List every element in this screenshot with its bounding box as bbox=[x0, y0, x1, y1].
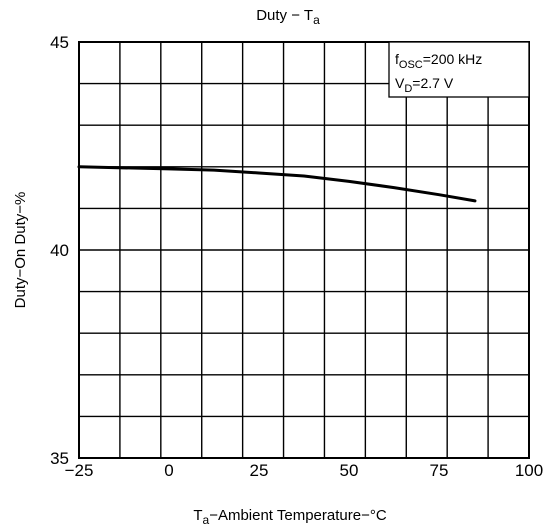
annotation-osc-value: =200 kHz bbox=[423, 51, 483, 67]
x-axis-label: Ta−Ambient Temperature−°C bbox=[193, 507, 387, 527]
annotation-vd-value: =2.7 V bbox=[412, 75, 454, 91]
x-tick-label: −25 bbox=[65, 461, 94, 480]
annotation-supply-voltage: VD=2.7 V bbox=[395, 75, 454, 95]
plot-frame bbox=[78, 41, 530, 459]
x-tick-label: 100 bbox=[515, 461, 543, 480]
annotation-vd-sub: D bbox=[404, 83, 412, 95]
chart-title: Duty − Ta bbox=[256, 7, 320, 27]
y-axis-label: Duty−On Duty−% bbox=[12, 192, 29, 309]
annotation-osc-frequency: fOSC=200 kHz bbox=[395, 51, 482, 71]
annotation-osc-sub: OSC bbox=[399, 59, 423, 71]
annotation-box: fOSC=200 kHz VD=2.7 V bbox=[388, 41, 530, 98]
title-main: Duty bbox=[256, 7, 287, 24]
series-line bbox=[77, 165, 477, 203]
x-label-text: −Ambient Temperature−°C bbox=[209, 507, 387, 524]
annotation-osc-var: f bbox=[395, 51, 399, 67]
x-tick-label: 25 bbox=[250, 461, 269, 480]
grid-lines bbox=[78, 41, 530, 459]
annotation-vd-var: V bbox=[395, 75, 405, 91]
series-layer bbox=[77, 165, 477, 203]
x-label-sub: a bbox=[203, 513, 210, 527]
title-var: T bbox=[304, 7, 313, 24]
title-sep: − bbox=[291, 7, 300, 24]
x-label-var: T bbox=[193, 507, 202, 524]
y-tick-labels: 35 40 45 bbox=[50, 33, 69, 468]
x-tick-label: 50 bbox=[340, 461, 359, 480]
x-tick-labels: −25 0 25 50 75 100 bbox=[65, 461, 544, 480]
title-sub: a bbox=[313, 13, 320, 27]
y-tick-label: 40 bbox=[50, 241, 69, 260]
annotation-box-frame bbox=[388, 41, 530, 98]
y-tick-label: 45 bbox=[50, 33, 69, 52]
x-tick-label: 0 bbox=[164, 461, 173, 480]
y-tick-label: 35 bbox=[50, 449, 69, 468]
x-tick-label: 75 bbox=[430, 461, 449, 480]
